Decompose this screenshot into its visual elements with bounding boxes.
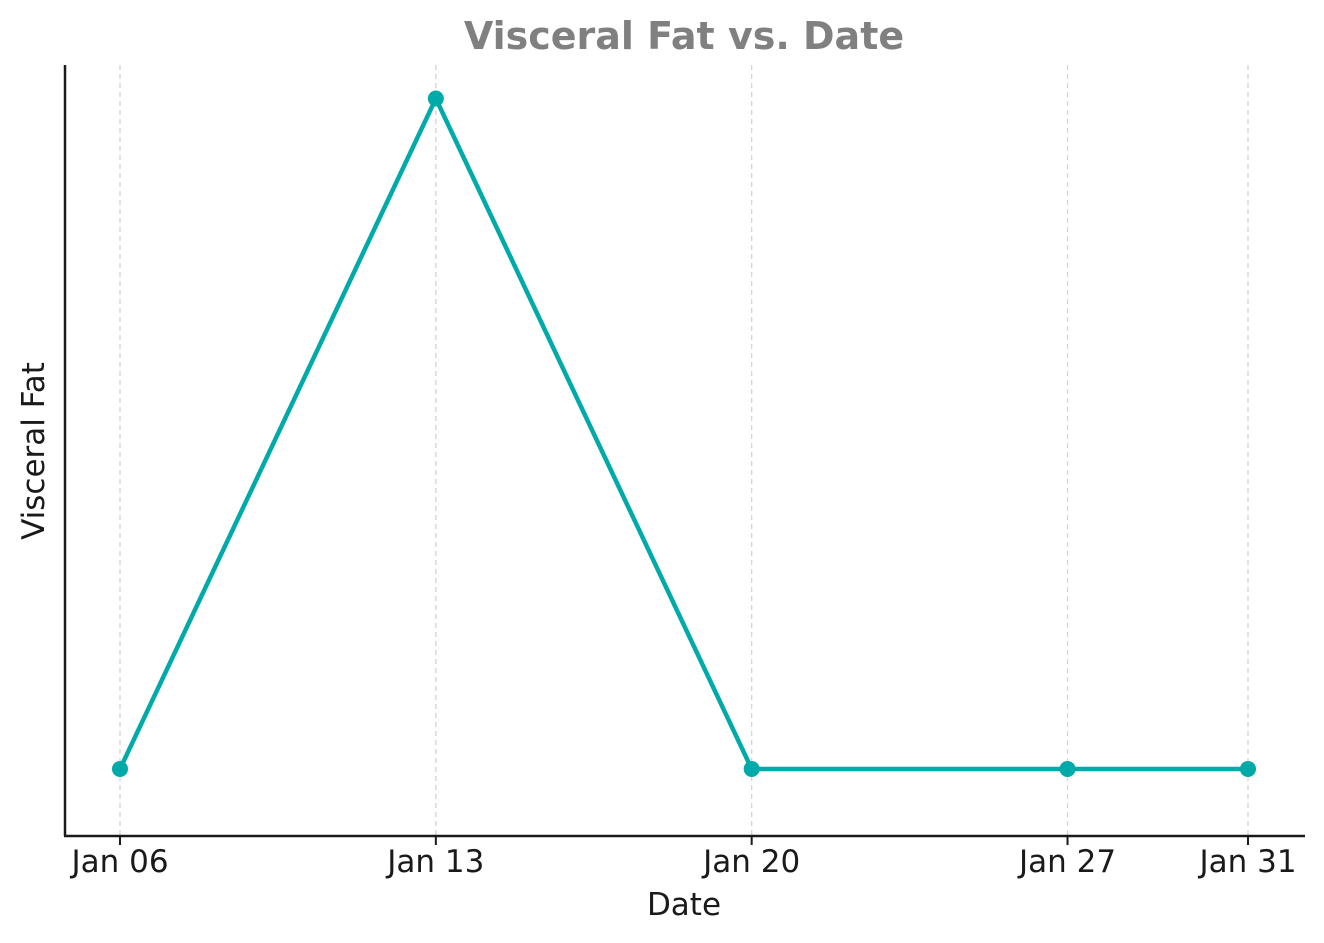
data-point	[427, 90, 444, 107]
x-axis-label: Date	[647, 887, 721, 923]
x-tick-label: Jan 06	[69, 844, 168, 880]
data-point	[112, 760, 128, 777]
x-tick-label: Jan 31	[1197, 844, 1296, 880]
grid-layer	[119, 65, 1249, 836]
x-tick-layer: Jan 06 Jan 13 Jan 20 Jan 27 Jan 31	[69, 836, 1297, 880]
x-tick-label: Jan 20	[701, 844, 800, 880]
y-axis-label: Visceral Fat	[16, 362, 52, 540]
chart-title: Visceral Fat vs. Date	[464, 14, 904, 58]
x-tick-label: Jan 27	[1017, 844, 1116, 880]
series-layer	[112, 90, 1256, 777]
data-point	[743, 760, 760, 777]
data-point	[1059, 760, 1076, 777]
series-line	[117, 96, 1251, 772]
data-point	[1240, 760, 1256, 777]
x-tick-label: Jan 13	[385, 844, 484, 880]
